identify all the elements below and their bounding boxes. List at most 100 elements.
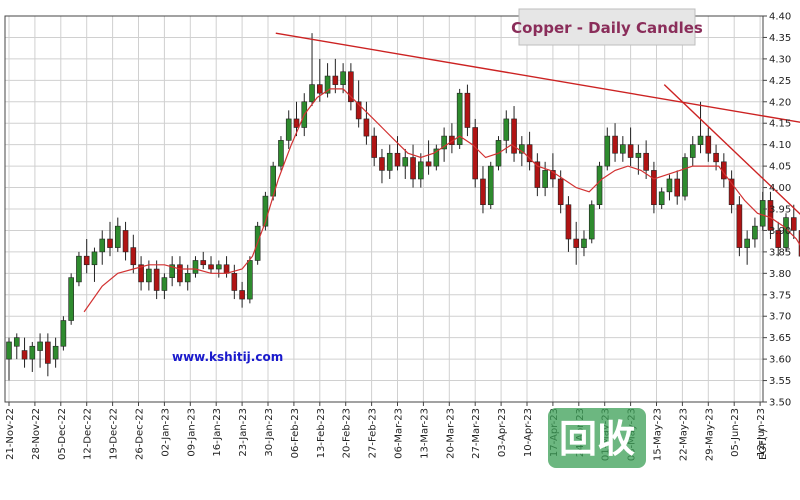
y-tick-label: 4.15 [769, 119, 791, 130]
candle [68, 273, 74, 325]
candle [433, 144, 440, 171]
candle [534, 153, 541, 197]
y-tick-label: 4.40 [769, 12, 791, 23]
candle-body [689, 144, 696, 158]
candle-body [293, 118, 300, 128]
candle [309, 33, 315, 107]
candle [6, 337, 12, 381]
candle-body [480, 178, 486, 206]
candle [410, 144, 416, 188]
candle [526, 131, 533, 171]
x-tick-label: 29-May-23 [704, 408, 715, 461]
candle-body [596, 165, 603, 206]
candle-body [13, 337, 20, 347]
candle [752, 217, 758, 248]
candle [114, 217, 121, 252]
candle-body [91, 251, 98, 266]
candle [674, 170, 681, 205]
candle [161, 273, 168, 300]
candle [775, 221, 782, 257]
candles-layer [6, 33, 800, 381]
candle-body [146, 268, 152, 283]
candle-body [177, 264, 183, 283]
candle [705, 127, 712, 162]
x-tick-label: 15-May-23 [653, 408, 664, 461]
candle [262, 191, 269, 231]
candle-body [464, 92, 471, 128]
candle-body [316, 84, 323, 94]
candle [208, 256, 214, 274]
candle [588, 200, 595, 244]
candle [487, 161, 494, 209]
candle-body [542, 170, 548, 188]
candle-body [231, 273, 238, 291]
y-tick-label: 4.05 [769, 162, 791, 173]
watermark-logo: 回收 HUISHOUREN [548, 408, 700, 492]
candle [239, 281, 245, 308]
candle [759, 191, 766, 231]
candle [767, 191, 774, 240]
trendline [663, 84, 800, 215]
x-tick-label: 05-Jun-23 [730, 408, 741, 457]
candle-body [402, 157, 409, 167]
candle [573, 221, 580, 265]
x-tick-label: 13-Mar-23 [419, 408, 430, 459]
candle-body [340, 71, 346, 85]
candle [666, 174, 673, 201]
candle [45, 333, 51, 377]
candle [348, 63, 354, 111]
candle [21, 337, 28, 368]
candle-body [332, 75, 339, 85]
x-tick-label: 21-Nov-22 [5, 408, 16, 460]
candle [146, 260, 152, 291]
candle [324, 63, 331, 98]
candle [285, 110, 292, 149]
y-tick-label: 4.30 [769, 54, 791, 65]
candle-body [6, 341, 12, 360]
y-tick-label: 4.00 [769, 183, 791, 194]
candle [130, 234, 137, 274]
candle [472, 118, 479, 188]
candle-body [651, 170, 657, 206]
candle-body [184, 273, 191, 283]
candle-body [752, 225, 758, 240]
candle-body [192, 260, 199, 274]
candle-body [309, 84, 315, 103]
candle [736, 196, 743, 257]
candle-body [565, 204, 572, 240]
candle-body [487, 165, 494, 206]
y-axis-ticks: 4.40 4.35 4.30 4.25 4.20 4.15 4.10 4.05 4.00 3.95… [763, 12, 791, 409]
x-tick-label: 16-Jan-23 [212, 408, 223, 457]
candle-body [441, 135, 447, 150]
candle [52, 337, 59, 368]
x-tick-label: 06-Feb-23 [290, 408, 301, 458]
candle-body [658, 191, 665, 206]
candle-body [783, 217, 789, 248]
candle-body [604, 135, 611, 167]
candle-body [200, 260, 207, 266]
candle [783, 213, 789, 252]
x-tick-label: 03-Apr-23 [497, 408, 508, 457]
candle-body [534, 161, 541, 188]
candle-body [107, 238, 113, 248]
title-background [518, 8, 696, 46]
candle [293, 101, 300, 137]
candle-body [52, 345, 59, 360]
candle-body [68, 277, 74, 321]
y-tick-label: 3.90 [769, 226, 791, 237]
y-tick-label: 4.10 [769, 140, 791, 151]
y-tick-label: 4.20 [769, 97, 791, 108]
candle-body [790, 217, 797, 231]
candle [13, 333, 20, 360]
candle [316, 58, 323, 102]
candle [169, 256, 175, 287]
candle [790, 204, 797, 240]
x-tick-label: 13-Feb-23 [316, 408, 327, 458]
candle [418, 153, 424, 188]
chart-title: Copper - Daily Candles [511, 19, 703, 37]
candle-body [744, 238, 750, 248]
chart-title-box: Copper - Daily Candles [511, 8, 703, 46]
y-tick-label: 3.75 [769, 290, 791, 301]
candle [340, 63, 346, 94]
